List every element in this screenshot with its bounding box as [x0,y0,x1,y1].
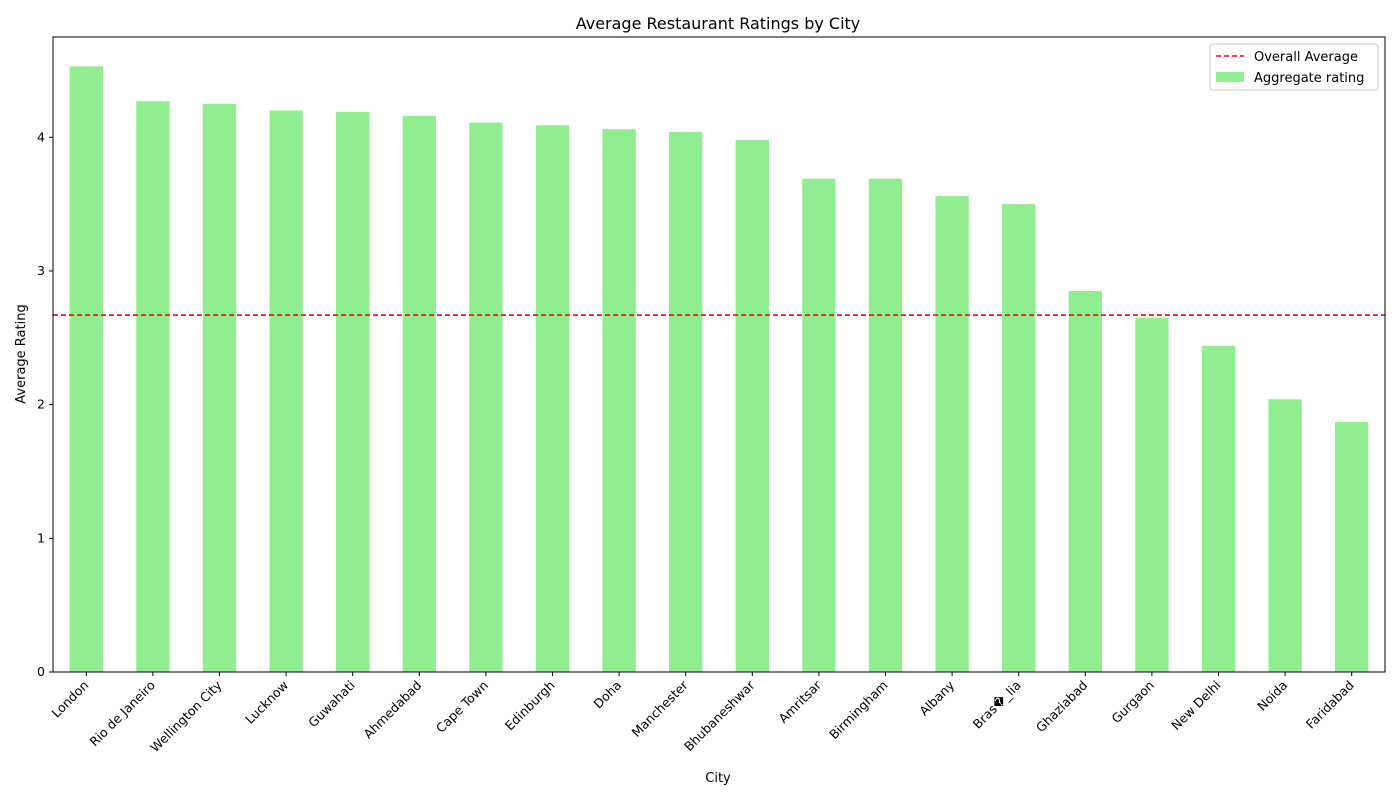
x-tick-label: Amritsar [776,677,825,726]
plot-frame [52,36,1386,673]
x-tick-label: Bras�_lia [970,678,1024,732]
x-tick-label: Ahmedabad [360,678,424,742]
bar-albany [935,196,969,672]
y-tick-label: 0 [37,664,45,679]
y-tick-label: 4 [37,129,45,144]
bar-bras-lia [1002,204,1036,673]
x-tick-label: Faridabad [1303,678,1357,732]
x-tick-label: Guwahati [305,678,358,731]
x-tick-label: Wellington City [147,677,225,755]
x-tick-label: London [48,678,91,721]
y-axis-title: Average Rating [14,304,29,403]
bar-edinburgh [535,125,570,673]
bars-group [69,66,1369,673]
x-tick-label: New Delhi [1168,678,1223,733]
x-tick-label: Doha [590,678,624,712]
x-tick-label: Birmingham [826,678,891,743]
bar-london [69,66,103,672]
bar-cape-town [469,122,503,672]
legend-reference-line-label: Overall Average [1254,50,1358,65]
x-tick-label: Lucknow [242,678,291,727]
bar-new-delhi [1201,345,1236,672]
bar-birmingham [868,178,903,672]
bar-guwahati [336,111,370,673]
x-tick-label: Cape Town [433,678,491,736]
bar-ghaziabad [1068,291,1102,672]
bar-lucknow [269,110,303,672]
legend-bar-swatch [1216,72,1244,82]
x-tick-label: Edinburgh [502,678,558,734]
bar-noida [1268,399,1302,672]
x-tick-label: Ghaziabad [1033,678,1091,736]
bar-rio-de-janeiro [136,101,170,673]
x-tick-label: Albany [916,677,957,718]
y-tick-label: 3 [37,263,45,278]
bar-amritsar [802,178,836,672]
legend: Overall Average Aggregate rating [1209,43,1379,91]
x-axis-title: City [705,771,731,786]
bar-manchester [669,131,703,673]
legend-box [1209,43,1379,91]
x-tick-label: Noida [1254,678,1290,714]
bar-faridabad [1335,422,1369,672]
y-axis: 0 1 2 3 4 [37,129,53,679]
bar-doha [602,129,636,673]
x-tick-label: Manchester [629,677,692,740]
chart-title: Average Restaurant Ratings by City [576,14,861,33]
x-tick-label: Gurgaon [1108,678,1157,727]
y-tick-label: 1 [37,530,45,545]
x-tick-label: Rio de Janeiro [86,678,158,750]
x-tick-label: Bhubaneshwar [681,677,758,754]
y-tick-label: 2 [37,397,45,412]
legend-bar-label: Aggregate rating [1254,71,1364,86]
bar-wellington-city [202,103,237,673]
bar-ahmedabad [402,115,436,673]
bar-bhubaneshwar [735,139,769,672]
bar-gurgaon [1135,317,1169,672]
